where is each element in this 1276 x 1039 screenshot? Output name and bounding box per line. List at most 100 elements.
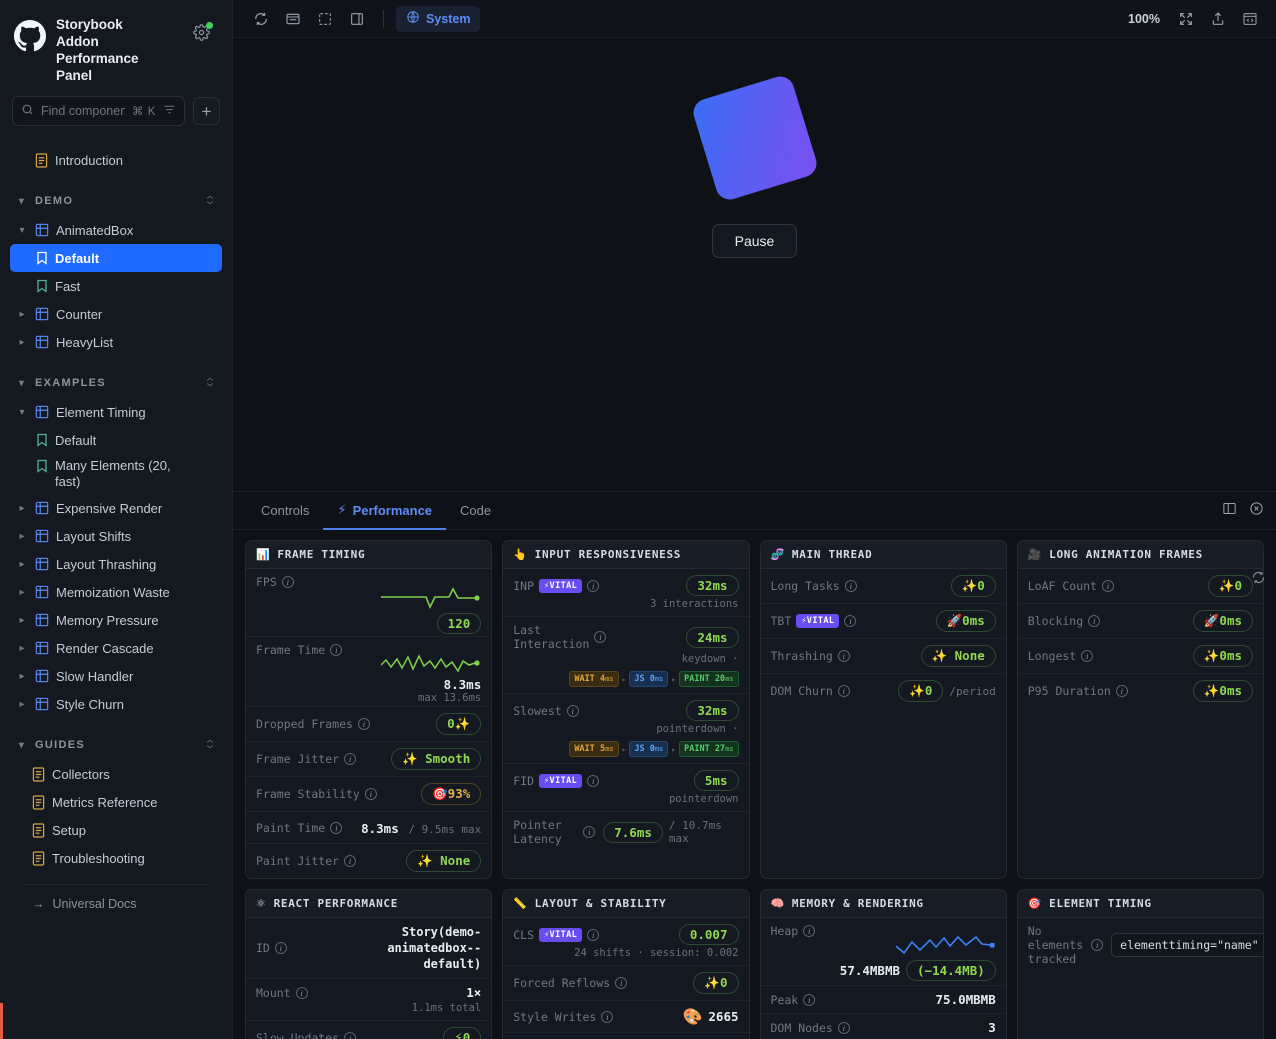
tab-performance[interactable]: ⚡ Performance [323,492,446,530]
sidebar-item-animatedbox[interactable]: ▾ AnimatedBox [10,216,222,244]
refresh-icon[interactable] [1251,570,1266,590]
metric-value: 🚀0ms [935,610,996,632]
viewport-selector[interactable]: System [396,5,481,32]
sidebar-item-style-churn[interactable]: ▸ Style Churn [10,690,222,718]
metric-value: 120 [436,613,482,634]
info-icon[interactable]: i [844,580,857,592]
info-icon[interactable]: i [837,685,850,697]
layout-toggle-icon[interactable] [1222,501,1237,521]
collapse-icon[interactable] [204,375,216,392]
collapse-icon[interactable] [204,193,216,210]
filter-icon[interactable] [163,103,176,119]
metric-label: P95 Duration i [1028,684,1128,698]
info-icon[interactable]: i [1091,939,1104,951]
sidebar-item-element-timing-default[interactable]: Default [10,426,222,454]
share-icon[interactable] [1204,6,1232,32]
info-icon[interactable]: i [1102,580,1114,592]
metric-label: Pointer Latency [513,818,575,846]
info-icon[interactable]: i [587,774,600,787]
info-icon[interactable]: i [587,928,600,941]
grid-icon[interactable] [311,6,339,32]
metric-fps: FPS i 120 [246,569,492,637]
metric-value: 32ms [686,700,739,721]
search-input[interactable]: Find components ⌘ K [12,96,185,126]
tab-code[interactable]: Code [446,492,505,529]
sidebar-item-animatedbox-default[interactable]: Default [10,244,222,272]
fullscreen-icon[interactable] [1172,6,1200,32]
zoom-out-icon[interactable] [279,6,307,32]
add-component-button[interactable]: + [192,97,220,125]
info-icon[interactable]: i [1088,615,1101,627]
info-icon[interactable]: i [601,1010,614,1023]
sidebar-item-expensive-render[interactable]: ▸ Expensive Render [10,494,222,522]
sidebar-item-layout-shifts[interactable]: ▸ Layout Shifts [10,522,222,550]
metric-label: Mount i [256,986,308,1000]
value-suffix: / 9.5ms max [408,823,482,836]
metric-value: 8.3ms [443,677,482,692]
phase-chain: WAIT 4ms ▸ JS 0ms ▸ PAINT 20ms [503,671,748,693]
tab-controls[interactable]: Controls [247,492,323,529]
info-icon[interactable]: i [844,615,857,627]
sidebar-item-slow-handler[interactable]: ▸ Slow Handler [10,662,222,690]
sidebar-item-memory-pressure[interactable]: ▸ Memory Pressure [10,606,222,634]
info-icon[interactable]: i [344,1031,357,1039]
sidebar-item-animatedbox-fast[interactable]: Fast [10,272,222,300]
sidebar-item-troubleshooting[interactable]: Troubleshooting [10,844,222,872]
info-icon[interactable]: i [330,644,343,656]
sidebar-group-guides[interactable]: ▾ GUIDES [10,730,222,760]
pause-button[interactable]: Pause [711,224,798,258]
info-icon[interactable]: i [364,788,377,800]
info-icon[interactable]: i [803,993,816,1006]
sidebar-item-introduction[interactable]: Introduction [10,146,222,174]
phase-wait: WAIT 4ms [569,671,619,687]
info-icon[interactable]: i [1115,685,1128,697]
sparkles-icon: ✨ [1203,648,1220,663]
sidebar-item-render-cascade[interactable]: ▸ Render Cascade [10,634,222,662]
close-icon[interactable] [1249,501,1264,521]
universal-docs-link[interactable]: → Universal Docs [10,885,222,911]
story-icon [36,459,48,473]
sidebar-scrollbar[interactable] [0,1003,3,1039]
chevron-down-icon: ▾ [18,377,26,389]
info-icon[interactable]: i [837,1021,850,1034]
divider [22,884,210,885]
label-text: Pointer Latency [513,818,562,846]
info-icon[interactable]: i [344,855,357,867]
info-icon[interactable]: i [357,718,370,730]
sidebar-item-memoization-waste[interactable]: ▸ Memoization Waste [10,578,222,606]
film-icon: 🎥 [1027,548,1043,561]
info-icon[interactable]: i [837,650,850,662]
card-title: MAIN THREAD [791,548,873,561]
collapse-icon[interactable] [204,737,216,754]
background-icon[interactable] [343,6,371,32]
info-icon[interactable]: i [566,704,579,717]
sidebar-item-element-timing-many[interactable]: Many Elements (20, fast) [10,454,222,494]
info-icon[interactable]: i [330,821,343,834]
info-icon[interactable]: i [281,576,294,588]
value-suffix: /period [949,684,996,698]
metric-value: 0.007 [678,924,739,945]
info-icon[interactable]: i [274,942,287,954]
info-icon[interactable]: i [594,631,607,643]
sidebar-item-heavylist[interactable]: ▸ HeavyList [10,328,222,356]
sidebar-item-counter[interactable]: ▸ Counter [10,300,222,328]
chevron-down-icon: ▾ [19,224,25,236]
info-icon[interactable]: i [587,579,600,592]
info-icon[interactable]: i [803,925,816,937]
sidebar-item-metrics-reference[interactable]: Metrics Reference [10,788,222,816]
sidebar-item-element-timing[interactable]: ▾ Element Timing [10,398,222,426]
settings-gear-button[interactable] [193,22,213,46]
sidebar-group-examples[interactable]: ▾ EXAMPLES [10,368,222,398]
info-icon[interactable]: i [615,977,628,989]
sidebar-item-layout-thrashing[interactable]: ▸ Layout Thrashing [10,550,222,578]
info-icon[interactable]: i [344,753,357,765]
sidebar-group-demo[interactable]: ▾ DEMO [10,186,222,216]
animated-box [689,73,820,203]
sidebar-item-collectors[interactable]: Collectors [10,760,222,788]
info-icon[interactable]: i [295,986,308,999]
info-icon[interactable]: i [1081,650,1094,662]
open-code-icon[interactable] [1236,6,1264,32]
remount-icon[interactable] [247,6,275,32]
sidebar-item-setup[interactable]: Setup [10,816,222,844]
info-icon[interactable]: i [583,826,596,838]
